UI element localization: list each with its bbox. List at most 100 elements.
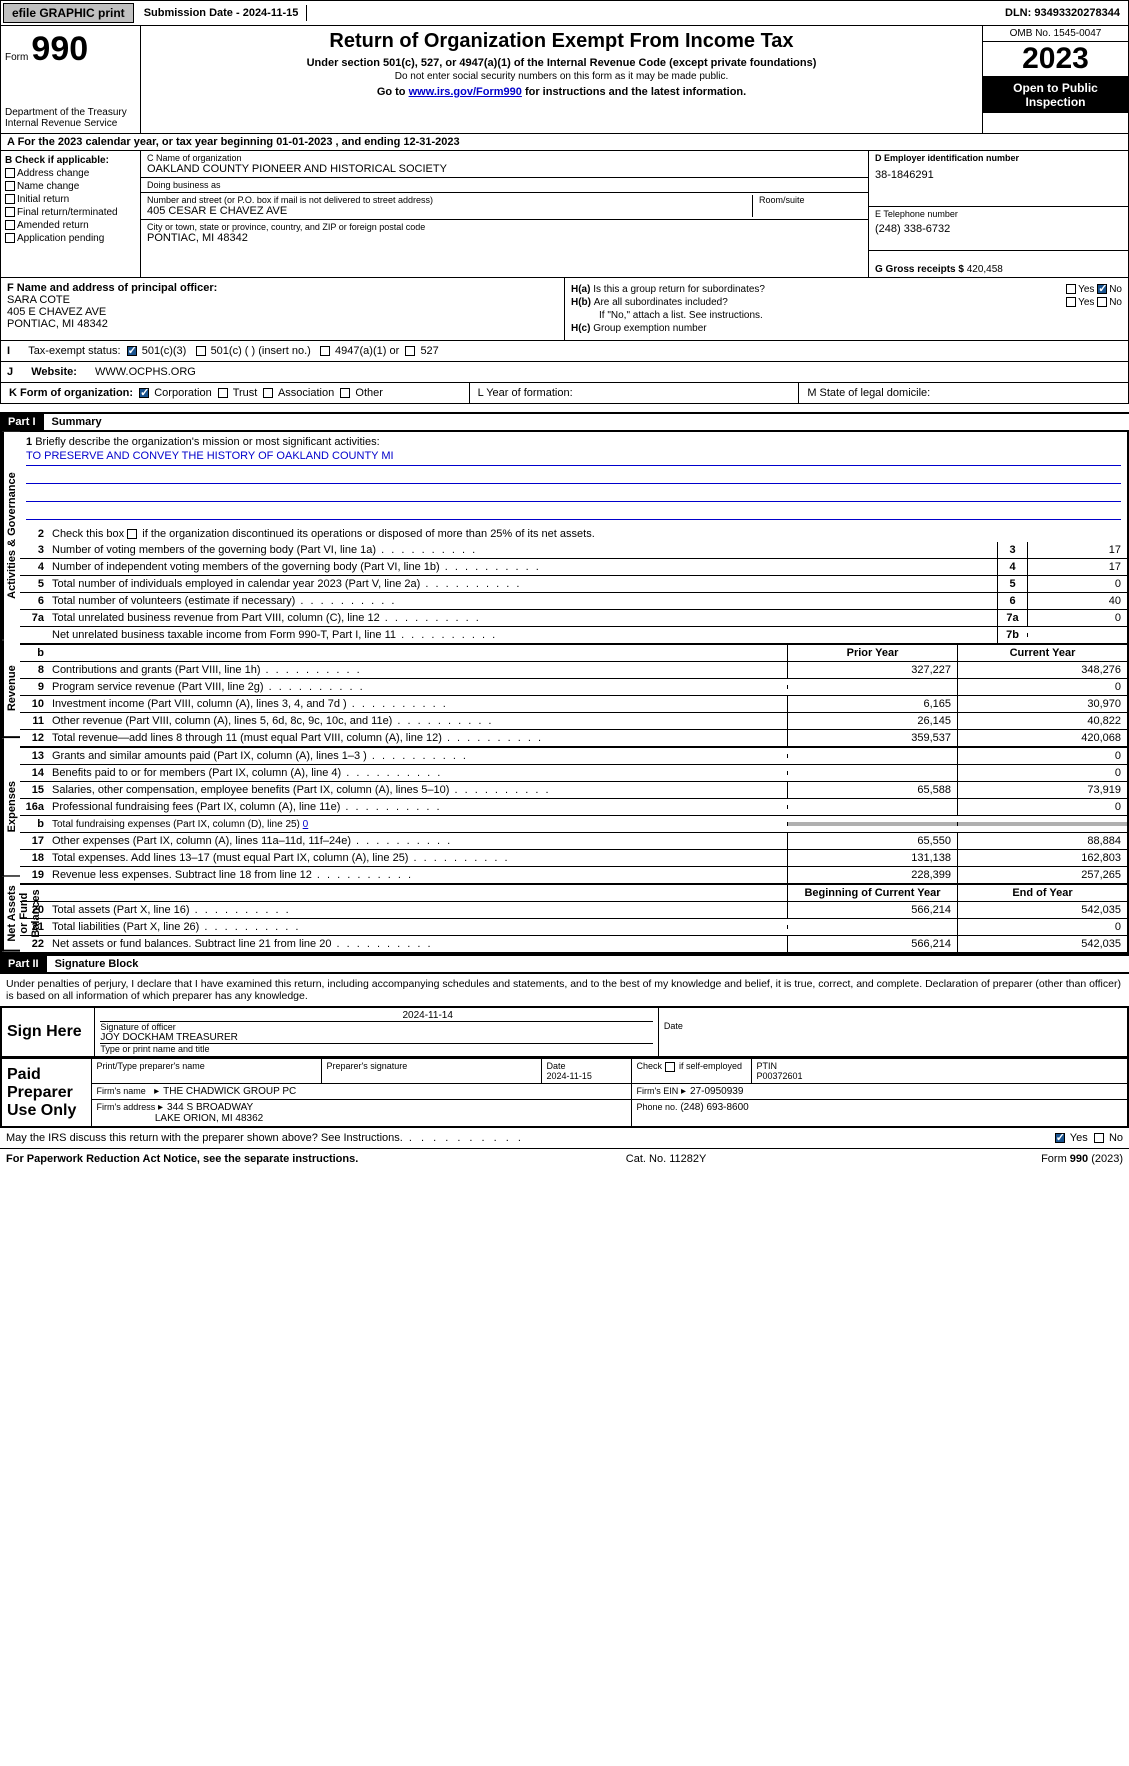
row-a: A For the 2023 calendar year, or tax yea… (0, 134, 1129, 151)
sign-l3: Type or print name and title (100, 1043, 653, 1054)
exp-row: 19Revenue less expenses. Subtract line 1… (20, 867, 1127, 883)
na-row: 22Net assets or fund balances. Subtract … (20, 936, 1127, 952)
opt-initial: Initial return (17, 194, 69, 205)
ck-501c3[interactable] (127, 346, 137, 356)
ck-trust[interactable] (218, 388, 228, 398)
topbar: efile GRAPHIC print Submission Date - 20… (0, 0, 1129, 26)
vtab-gov: Activities & Governance (2, 432, 20, 640)
exp-row: 13Grants and similar amounts paid (Part … (20, 748, 1127, 765)
dept-label: Department of the Treasury Internal Reve… (5, 107, 136, 129)
exp-row: 16aProfessional fundraising fees (Part I… (20, 799, 1127, 816)
gov-row: 6Total number of volunteers (estimate if… (20, 593, 1127, 610)
line-l: L Year of formation: (469, 383, 799, 403)
ftr-l: For Paperwork Reduction Act Notice, see … (6, 1153, 514, 1165)
header-right: OMB No. 1545-0047 2023 Open to Public In… (983, 26, 1128, 133)
sign-side: Sign Here (1, 1007, 95, 1057)
c-addr-cell: Number and street (or P.O. box if mail i… (141, 193, 868, 220)
gov-row: 7aTotal unrelated business revenue from … (20, 610, 1127, 627)
ck-discontinued[interactable] (127, 529, 137, 539)
dln: DLN: 93493320278344 (997, 5, 1128, 21)
prep-h2: Preparer's signature (327, 1061, 536, 1071)
ck-address[interactable] (5, 168, 15, 178)
ck-name[interactable] (5, 181, 15, 191)
ck-self-emp[interactable] (665, 1062, 675, 1072)
c-addr-lbl: Number and street (or P.O. box if mail i… (147, 195, 752, 205)
hdr-cy: Current Year (957, 645, 1127, 661)
sign-date-lbl: Date (664, 1021, 1122, 1031)
row-f-h: F Name and address of principal officer:… (0, 278, 1129, 341)
ck-501c[interactable] (196, 346, 206, 356)
prep-ptin: P00372601 (757, 1071, 803, 1081)
f-l2: PONTIAC, MI 48342 (7, 318, 108, 330)
line-i: I Tax-exempt status: 501(c)(3) 501(c) ( … (0, 341, 1129, 362)
may-txt: May the IRS discuss this return with the… (6, 1132, 403, 1144)
part2-hdr: Part II (0, 956, 47, 972)
col-right: D Employer identification number 38-1846… (868, 151, 1128, 277)
i-lbl: Tax-exempt status: (28, 345, 120, 357)
opt-address: Address change (17, 168, 89, 179)
ck-hb-yes[interactable] (1066, 297, 1076, 307)
ck-initial[interactable] (5, 194, 15, 204)
ck-assoc[interactable] (263, 388, 273, 398)
form-sub2: Do not enter social security numbers on … (145, 71, 978, 82)
rev-row: 11Other revenue (Part VIII, column (A), … (20, 713, 1127, 730)
hb-q: Are all subordinates included? (594, 297, 1066, 308)
line-1: 1 Briefly describe the organization's mi… (20, 432, 1127, 526)
efile-button[interactable]: efile GRAPHIC print (3, 3, 134, 23)
sig-text: Under penalties of perjury, I declare th… (0, 972, 1129, 1006)
footer: For Paperwork Reduction Act Notice, see … (0, 1148, 1129, 1169)
prep-firm: THE CHADWICK GROUP PC (163, 1086, 296, 1097)
sign-date: 2024-11-14 (402, 1010, 452, 1021)
c-city-cell: City or town, state or province, country… (141, 220, 868, 246)
col-c: C Name of organization OAKLAND COUNTY PI… (141, 151, 868, 277)
rev-row: 9Program service revenue (Part VIII, lin… (20, 679, 1127, 696)
hc-q: Group exemption number (593, 323, 1122, 334)
part2-title: Part II Signature Block (0, 954, 1129, 972)
e-lbl: E Telephone number (875, 209, 1122, 219)
row-a-text: A For the 2023 calendar year, or tax yea… (7, 136, 460, 148)
ck-hb-no[interactable] (1097, 297, 1107, 307)
ck-4947[interactable] (320, 346, 330, 356)
ck-may-yes[interactable] (1055, 1133, 1065, 1143)
g-receipts: G Gross receipts $ 420,458 (869, 251, 1128, 277)
g-lbl: G Gross receipts $ (875, 264, 964, 275)
gov-row: Net unrelated business taxable income fr… (20, 627, 1127, 643)
may-discuss: May the IRS discuss this return with the… (0, 1128, 1129, 1148)
open-inspection: Open to Public Inspection (983, 77, 1128, 113)
prep-date: 2024-11-15 (547, 1071, 592, 1081)
ck-pending[interactable] (5, 233, 15, 243)
prep-side: Paid Preparer Use Only (1, 1059, 91, 1128)
vtab-rev: Revenue (2, 640, 20, 738)
c-name-lbl: C Name of organization (147, 153, 862, 163)
part2-txt: Signature Block (47, 956, 147, 972)
opt-amended: Amended return (17, 220, 89, 231)
ck-ha-yes[interactable] (1066, 284, 1076, 294)
s2: Check this box if the organization disco… (48, 526, 1127, 542)
f-l1: 405 E CHAVEZ AVE (7, 306, 106, 318)
ck-amended[interactable] (5, 220, 15, 230)
hb2: If "No," attach a list. See instructions… (599, 310, 1122, 321)
c-city-val: PONTIAC, MI 48342 (147, 232, 862, 244)
irs-link[interactable]: www.irs.gov/Form990 (409, 86, 522, 98)
header-center: Return of Organization Exempt From Incom… (141, 26, 983, 133)
col-b: B Check if applicable: Address change Na… (1, 151, 141, 277)
prep-addr1: 344 S BROADWAY (167, 1102, 253, 1113)
sign-here-table: Sign Here 2024-11-14 Signature of office… (0, 1006, 1129, 1058)
ck-527[interactable] (405, 346, 415, 356)
ck-final[interactable] (5, 207, 15, 217)
c-room-lbl: Room/suite (759, 195, 862, 205)
vtab-exp: Expenses (2, 738, 20, 877)
part1-title: Part I Summary (0, 412, 1129, 430)
f-lbl: F Name and address of principal officer: (7, 282, 217, 294)
d-val: 38-1846291 (875, 169, 1122, 181)
ck-ha-no[interactable] (1097, 284, 1107, 294)
ck-other[interactable] (340, 388, 350, 398)
prep-addr2: LAKE ORION, MI 48362 (155, 1113, 263, 1124)
entity-block: B Check if applicable: Address change Na… (0, 151, 1129, 278)
line-klm: K Form of organization: Corporation Trus… (0, 383, 1129, 404)
exp-row: 18Total expenses. Add lines 13–17 (must … (20, 850, 1127, 867)
ck-may-no[interactable] (1094, 1133, 1104, 1143)
ck-corp[interactable] (139, 388, 149, 398)
prep-h1: Print/Type preparer's name (97, 1061, 316, 1071)
e-val: (248) 338-6732 (875, 223, 1122, 235)
